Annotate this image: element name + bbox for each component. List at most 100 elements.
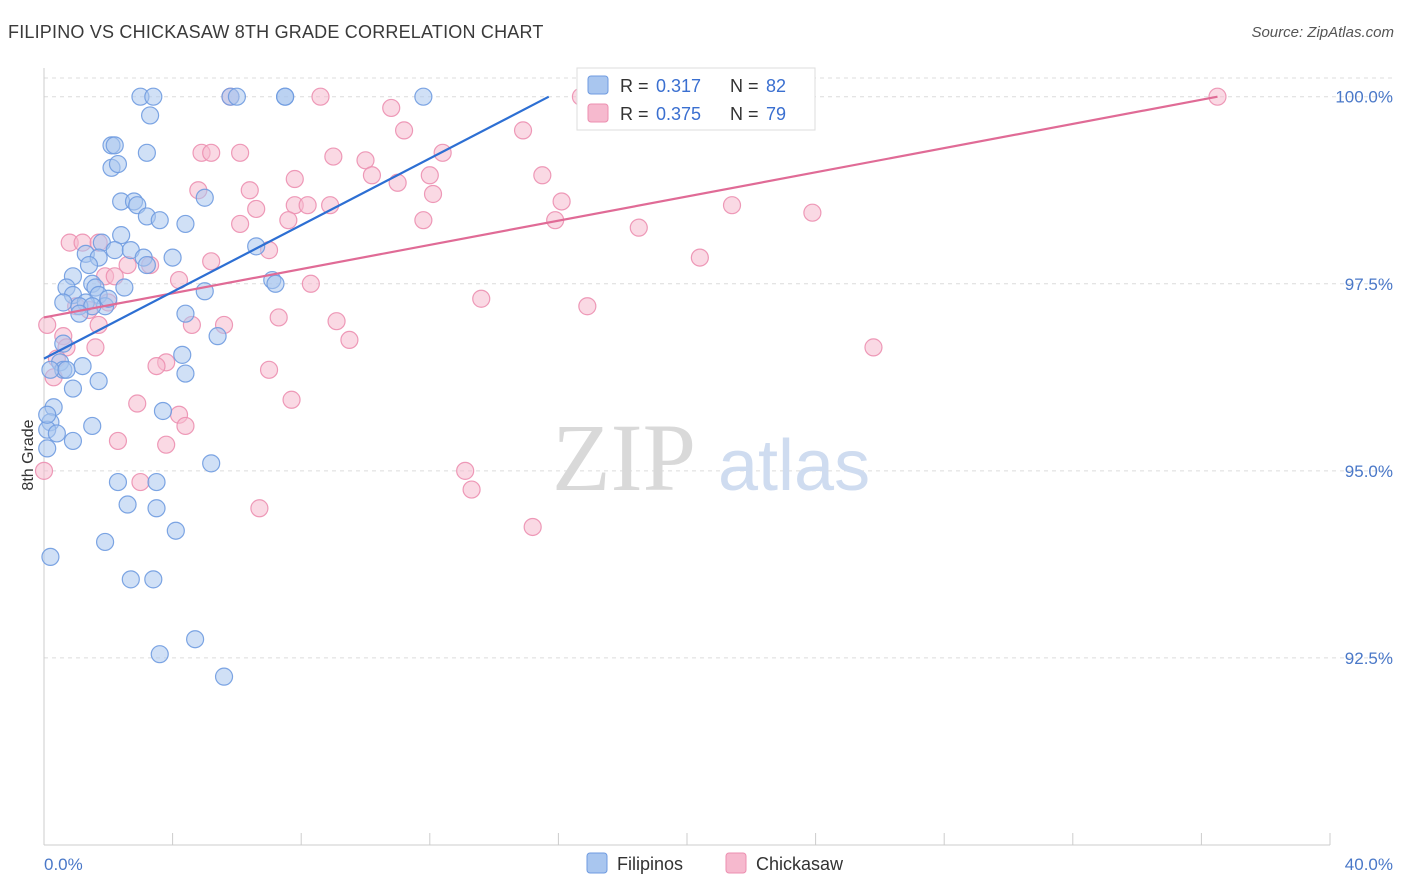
filipinos-point [208,327,227,346]
filipinos-point [173,345,192,364]
filipinos-point [137,143,156,162]
filipinos-point [276,87,295,106]
filipinos-point [63,431,83,451]
chickasaw-point [362,166,382,185]
filipinos-point [118,495,137,514]
chickasaw-point [301,274,320,293]
filipinos-point [70,304,89,323]
y-tick-label: 100.0% [1335,88,1393,107]
chickasaw-point [282,390,301,409]
chickasaw-point [462,480,481,499]
chickasaw-point [250,499,269,518]
chickasaw-point [722,196,742,215]
chickasaw-point [629,218,648,237]
chart-title: FILIPINO VS CHICKASAW 8TH GRADE CORRELAT… [8,22,544,42]
chickasaw-point [690,248,709,267]
filipinos-point [112,226,131,245]
series-legend: Filipinos Chickasaw [586,852,844,874]
filipinos-point [99,289,118,308]
chickasaw-point [456,461,475,480]
filipinos-point [83,416,102,436]
bottom-legend-swatch-chickasaw [725,852,747,874]
filipinos-point [150,211,169,230]
chickasaw-point [298,196,317,215]
filipinos-point [140,106,160,125]
chickasaw-point [394,121,414,140]
source-credit: Source: ZipAtlas.com [1251,24,1394,41]
chickasaw-point [523,517,542,537]
legend-r-label-filipinos: R = [620,76,649,96]
filipinos-point [47,424,66,443]
chickasaw-point [414,211,433,230]
x-tick-label-min: 0.0% [44,855,83,874]
filipinos-point [79,255,99,275]
filipinos-point [41,360,60,379]
grid-lines: 92.5% 95.0% 97.5% 100.0% [44,77,1395,668]
filipinos-point [38,439,57,458]
chickasaw-point [803,203,822,222]
x-tick-label-max: 40.0% [1345,855,1393,874]
filipinos-point [266,274,285,293]
trend-lines [43,95,1218,360]
legend-n-label-chickasaw: N = [730,104,759,124]
legend-n-value-chickasaw: 79 [766,104,786,124]
filipinos-point [38,405,57,424]
filipinos-point [144,87,163,106]
filipinos-point [121,570,140,589]
y-axis-title: 8th Grade [20,419,37,490]
watermark-atlas: atlas [718,426,870,506]
chickasaw-point [327,312,346,331]
filipinos-point [63,379,83,398]
chickasaw-point [231,143,250,162]
chickasaw-point [247,199,266,219]
chickasaw-point [578,297,597,316]
chickasaw-point [285,169,304,189]
chickasaw-trend-line [43,95,1218,319]
legend-r-value-filipinos: 0.317 [656,76,701,96]
legend-r-value-chickasaw: 0.375 [656,104,701,124]
filipinos-point [115,278,134,297]
filipinos-point [41,547,60,567]
filipinos-point [105,136,124,155]
filipinos-point [73,356,92,376]
filipinos-point [176,304,195,323]
bottom-legend-swatch-filipinos [586,852,608,874]
chickasaw-point [38,315,57,335]
chickasaw-point [202,252,221,271]
chickasaw-point [269,308,288,327]
watermark-zip: ZIP [552,404,696,511]
chickasaw-point [176,416,195,436]
chickasaw-point [34,461,54,480]
filipinos-point [214,667,234,686]
filipinos-point [176,214,195,234]
legend-n-label-filipinos: N = [730,76,759,96]
chickasaw-point [420,166,439,185]
legend-swatch-chickasaw [587,103,609,123]
chickasaw-point [131,472,150,492]
filipinos-point [144,570,163,589]
legend-swatch-filipinos [587,75,609,95]
y-tick-label: 92.5% [1345,649,1393,668]
chickasaw-point [472,289,491,308]
chickasaw-point [108,431,128,451]
chickasaw-point [157,435,176,454]
watermark: ZIP atlas [552,404,870,511]
chickasaw-point [202,143,221,162]
chickasaw-point [382,98,401,118]
chickasaw-point [259,360,279,379]
chickasaw-point [864,338,883,357]
filipinos-points [38,87,433,686]
chickasaw-point [388,173,407,192]
filipinos-point [147,472,166,492]
bottom-legend-label-filipinos: Filipinos [617,854,683,874]
filipinos-point [195,188,214,207]
chickasaw-point [324,147,343,166]
stat-legend-box [576,67,816,131]
chickasaw-point [231,214,250,234]
filipinos-point [108,154,128,174]
filipinos-point [95,532,115,552]
filipinos-point [176,364,195,383]
filipinos-point [147,499,166,518]
filipinos-point [108,472,128,492]
